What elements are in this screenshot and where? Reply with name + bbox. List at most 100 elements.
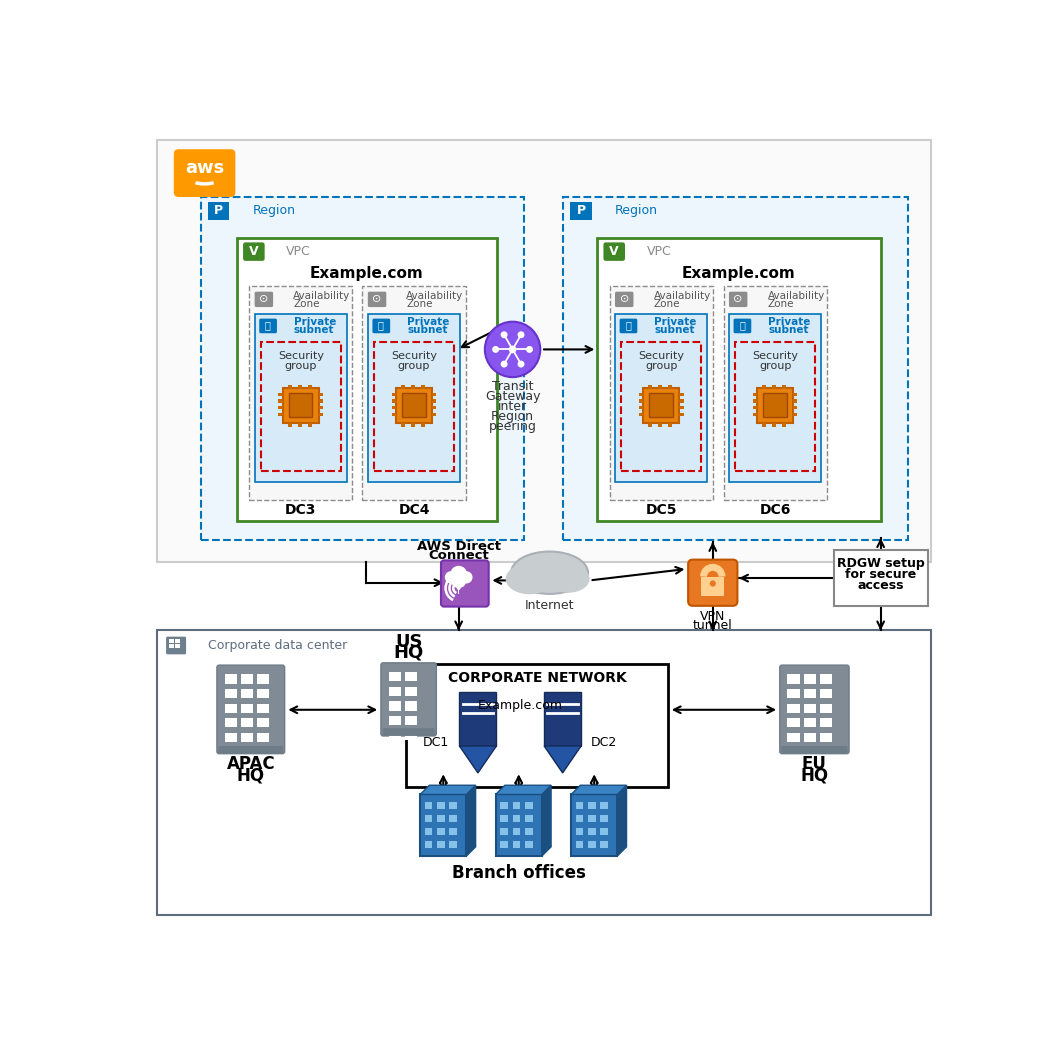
Bar	[679, 407, 683, 410]
Text: inter: inter	[498, 399, 527, 413]
Text: Region: Region	[491, 410, 534, 423]
Bar	[437, 842, 445, 848]
Bar	[648, 385, 651, 389]
Bar	[649, 393, 673, 417]
Bar	[437, 816, 445, 822]
Bar	[803, 675, 816, 683]
Text: Security: Security	[752, 351, 798, 362]
Text: P: P	[214, 204, 223, 218]
Bar	[175, 644, 180, 648]
Bar	[225, 689, 237, 698]
Bar	[241, 689, 254, 698]
Bar	[257, 703, 269, 713]
FancyBboxPatch shape	[368, 292, 386, 307]
Polygon shape	[495, 785, 551, 795]
Bar	[458, 589, 459, 594]
Text: Availability: Availability	[654, 290, 711, 301]
Bar	[820, 733, 832, 742]
FancyBboxPatch shape	[615, 292, 633, 307]
Bar	[787, 733, 800, 742]
Text: Availability: Availability	[293, 290, 350, 301]
Bar	[724, 286, 827, 500]
Text: 🔒: 🔒	[378, 321, 384, 331]
Circle shape	[445, 571, 457, 583]
Text: DC3: DC3	[285, 502, 316, 517]
Bar	[308, 424, 312, 427]
Circle shape	[710, 580, 716, 586]
Text: AWS Direct: AWS Direct	[417, 540, 501, 553]
Bar	[571, 202, 592, 220]
Text: DC6: DC6	[760, 502, 790, 517]
Bar	[175, 639, 180, 643]
Bar	[278, 407, 283, 410]
Bar	[803, 703, 816, 713]
Text: Example.com: Example.com	[681, 267, 795, 282]
Circle shape	[501, 360, 507, 368]
Text: P: P	[576, 204, 586, 218]
Bar	[753, 407, 758, 410]
Text: HQ: HQ	[394, 644, 423, 662]
Bar	[803, 718, 816, 727]
Text: DC1: DC1	[422, 736, 449, 748]
Text: Private: Private	[294, 316, 336, 327]
Bar	[397, 388, 432, 424]
Bar	[257, 733, 269, 742]
FancyBboxPatch shape	[216, 665, 284, 754]
Circle shape	[450, 565, 467, 582]
Bar	[392, 399, 397, 403]
Bar	[544, 692, 581, 746]
Text: ⊙: ⊙	[620, 294, 629, 305]
Bar	[500, 802, 508, 809]
Circle shape	[492, 346, 499, 353]
Text: Internet: Internet	[525, 599, 574, 612]
Bar	[424, 828, 433, 836]
Bar	[679, 399, 683, 403]
Bar	[318, 399, 324, 403]
Text: APAC: APAC	[226, 755, 275, 772]
Bar	[225, 703, 237, 713]
FancyBboxPatch shape	[780, 665, 849, 754]
Bar	[388, 716, 401, 725]
Text: Zone: Zone	[406, 298, 433, 309]
Bar	[432, 399, 436, 403]
Bar	[241, 675, 254, 683]
Polygon shape	[544, 746, 581, 772]
FancyBboxPatch shape	[372, 318, 390, 333]
Bar	[610, 286, 713, 500]
Bar	[588, 802, 595, 809]
Bar	[288, 424, 292, 427]
Bar	[576, 802, 584, 809]
Text: Security: Security	[278, 351, 324, 362]
Bar	[701, 577, 725, 596]
Bar	[772, 385, 776, 389]
Text: Example.com: Example.com	[310, 267, 423, 282]
Bar	[834, 551, 927, 605]
Bar	[679, 392, 683, 395]
Bar	[450, 802, 457, 809]
Text: subnet: subnet	[294, 325, 334, 335]
Bar	[405, 686, 417, 696]
Bar	[576, 816, 584, 822]
Text: Gateway: Gateway	[485, 390, 540, 403]
Text: group: group	[759, 362, 792, 371]
Bar	[500, 828, 508, 836]
FancyBboxPatch shape	[620, 318, 638, 333]
Bar	[512, 842, 520, 848]
Bar	[283, 388, 318, 424]
Text: Security: Security	[638, 351, 684, 362]
Bar	[373, 342, 454, 471]
Text: HQ: HQ	[237, 766, 265, 784]
Bar	[298, 424, 301, 427]
Bar	[753, 413, 758, 416]
Polygon shape	[420, 785, 475, 795]
Bar	[782, 385, 786, 389]
Bar	[639, 413, 643, 416]
Bar	[668, 385, 672, 389]
Text: VPN: VPN	[700, 611, 726, 623]
Bar	[762, 385, 766, 389]
Text: Region: Region	[253, 204, 295, 218]
Bar	[500, 816, 508, 822]
Bar	[588, 842, 595, 848]
Bar	[563, 197, 908, 539]
Bar	[405, 716, 417, 725]
